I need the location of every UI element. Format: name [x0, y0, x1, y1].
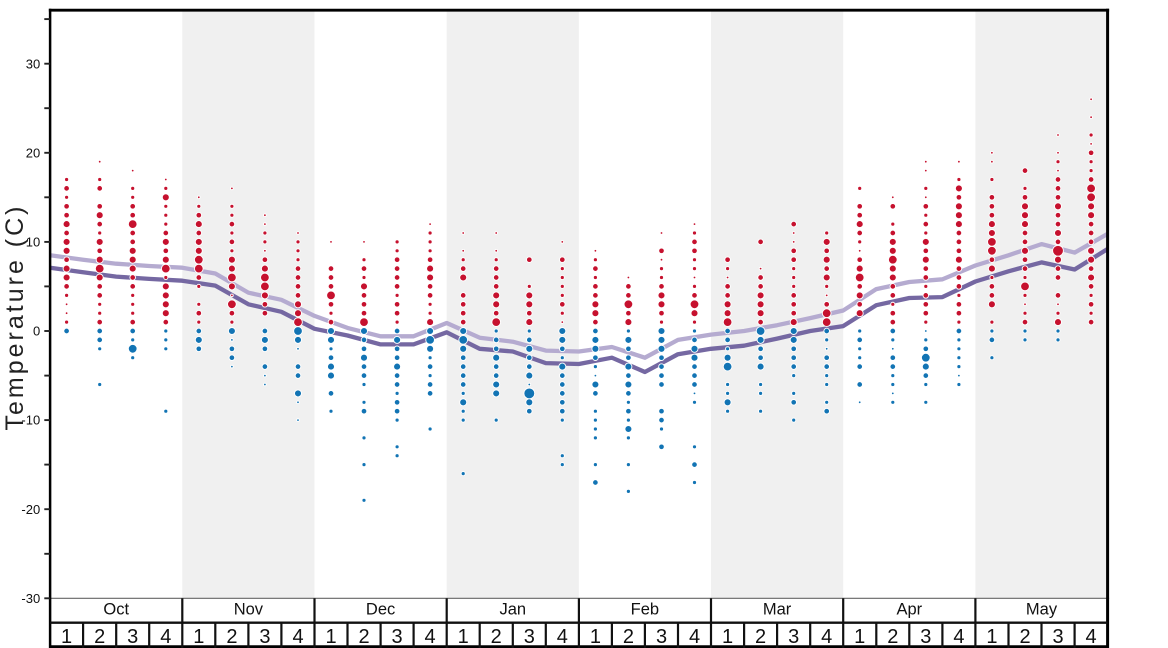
svg-text:2: 2 — [623, 626, 634, 648]
svg-text:Mar: Mar — [763, 601, 792, 619]
svg-text:1: 1 — [722, 626, 733, 648]
svg-text:1: 1 — [590, 626, 601, 648]
svg-text:4: 4 — [557, 626, 568, 648]
svg-text:4: 4 — [292, 626, 303, 648]
svg-text:Feb: Feb — [631, 601, 659, 619]
svg-text:1: 1 — [458, 626, 469, 648]
svg-text:3: 3 — [1052, 626, 1063, 648]
svg-text:4: 4 — [953, 626, 964, 648]
svg-text:3: 3 — [920, 626, 931, 648]
svg-text:4: 4 — [160, 626, 171, 648]
svg-text:May: May — [1026, 601, 1058, 619]
svg-text:1: 1 — [61, 626, 72, 648]
svg-text:2: 2 — [94, 626, 105, 648]
svg-text:2: 2 — [887, 626, 898, 648]
svg-text:Jan: Jan — [499, 601, 526, 619]
svg-text:10: 10 — [26, 235, 40, 250]
svg-text:3: 3 — [524, 626, 535, 648]
svg-text:2: 2 — [226, 626, 237, 648]
svg-text:3: 3 — [259, 626, 270, 648]
svg-text:0: 0 — [33, 324, 40, 339]
svg-text:30: 30 — [26, 56, 40, 71]
svg-text:1: 1 — [193, 626, 204, 648]
svg-text:2: 2 — [358, 626, 369, 648]
svg-text:1: 1 — [854, 626, 865, 648]
svg-text:4: 4 — [425, 626, 436, 648]
svg-text:4: 4 — [1086, 626, 1097, 648]
svg-text:Apr: Apr — [896, 601, 922, 619]
svg-text:Temperature (C): Temperature (C) — [1, 204, 29, 431]
svg-text:4: 4 — [821, 626, 832, 648]
svg-text:-20: -20 — [21, 502, 40, 517]
svg-text:1: 1 — [986, 626, 997, 648]
svg-text:-30: -30 — [21, 591, 40, 606]
svg-text:Dec: Dec — [366, 601, 395, 619]
svg-text:Oct: Oct — [103, 601, 129, 619]
svg-text:1: 1 — [325, 626, 336, 648]
svg-text:2: 2 — [491, 626, 502, 648]
svg-text:-10: -10 — [21, 413, 40, 428]
svg-text:3: 3 — [127, 626, 138, 648]
svg-text:4: 4 — [689, 626, 700, 648]
svg-text:20: 20 — [26, 145, 40, 160]
svg-text:3: 3 — [656, 626, 667, 648]
svg-text:Nov: Nov — [234, 601, 264, 619]
svg-text:2: 2 — [1019, 626, 1030, 648]
svg-text:3: 3 — [788, 626, 799, 648]
svg-text:3: 3 — [392, 626, 403, 648]
svg-text:2: 2 — [755, 626, 766, 648]
